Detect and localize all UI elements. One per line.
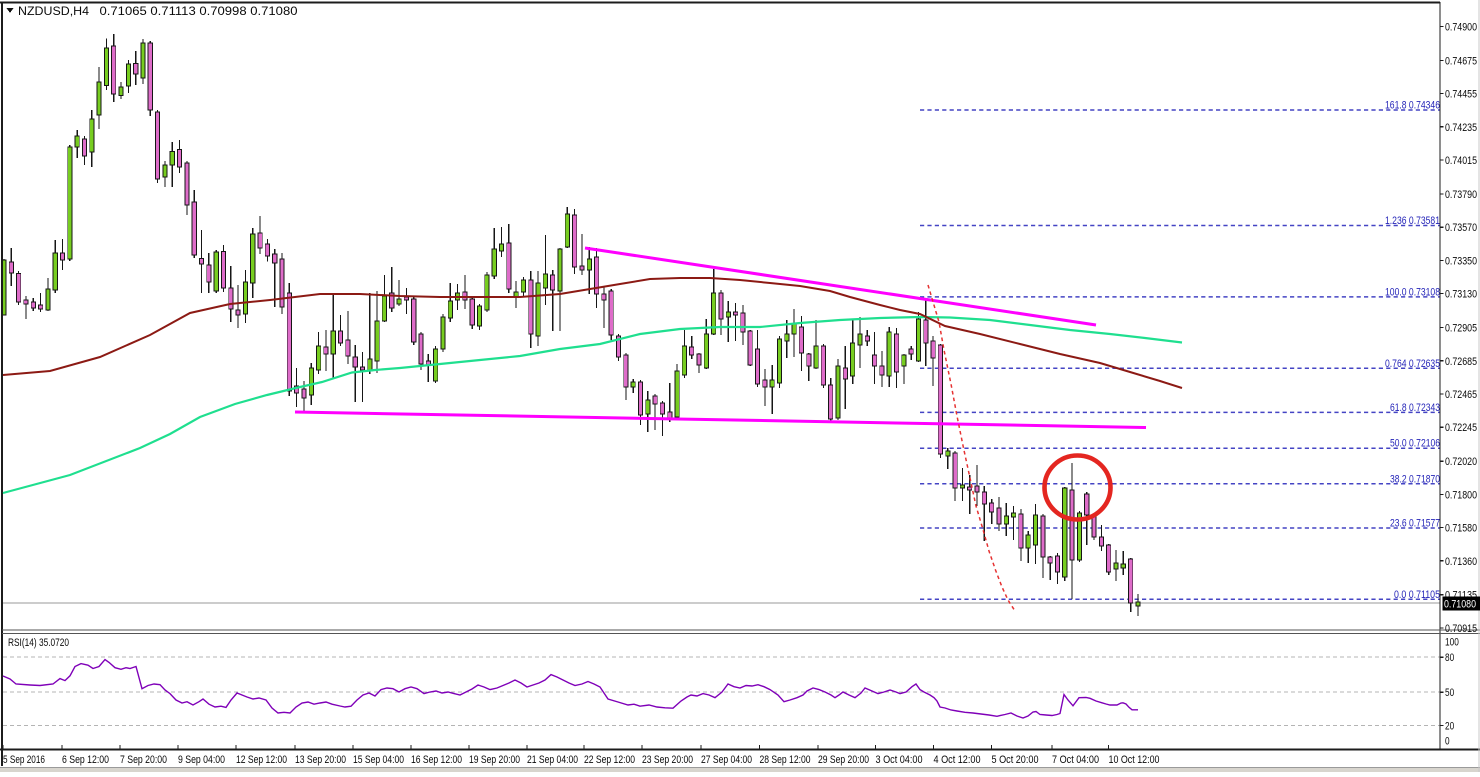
svg-text:0.72020: 0.72020 (1445, 456, 1477, 468)
svg-text:161.8 0.74346: 161.8 0.74346 (1385, 100, 1440, 112)
svg-text:0.72245: 0.72245 (1445, 422, 1477, 434)
svg-text:RSI(14) 35.0720: RSI(14) 35.0720 (8, 637, 69, 649)
svg-text:23 Sep 20:00: 23 Sep 20:00 (642, 754, 693, 766)
svg-text:0.73570: 0.73570 (1445, 222, 1477, 234)
svg-text:80: 80 (1445, 652, 1454, 664)
svg-text:0.71065 0.71113 0.70998 0.7108: 0.71065 0.71113 0.70998 0.71080 (100, 4, 298, 18)
svg-text:0.72685: 0.72685 (1445, 356, 1477, 368)
svg-text:NZDUSD,H4: NZDUSD,H4 (18, 4, 89, 18)
svg-text:15 Sep 04:00: 15 Sep 04:00 (353, 754, 404, 766)
svg-text:0.73130: 0.73130 (1445, 289, 1477, 301)
svg-text:13 Sep 20:00: 13 Sep 20:00 (295, 754, 346, 766)
svg-text:5 Sep 2016: 5 Sep 2016 (3, 754, 45, 766)
svg-text:7 Sep 20:00: 7 Sep 20:00 (120, 754, 167, 766)
svg-text:0.72465: 0.72465 (1445, 389, 1477, 401)
svg-text:50: 50 (1445, 687, 1454, 699)
svg-text:9 Sep 04:00: 9 Sep 04:00 (178, 754, 225, 766)
svg-text:0.72905: 0.72905 (1445, 323, 1477, 335)
svg-text:100.0 0.73108: 100.0 0.73108 (1385, 286, 1440, 298)
svg-text:16 Sep 12:00: 16 Sep 12:00 (411, 754, 462, 766)
svg-text:100: 100 (1445, 636, 1459, 648)
svg-text:0.71360: 0.71360 (1445, 556, 1477, 568)
svg-text:0.73350: 0.73350 (1445, 255, 1477, 267)
svg-text:27 Sep 04:00: 27 Sep 04:00 (701, 754, 752, 766)
svg-text:0: 0 (1445, 735, 1450, 747)
svg-text:0.74455: 0.74455 (1445, 89, 1477, 101)
svg-text:10 Oct 12:00: 10 Oct 12:00 (1109, 754, 1160, 766)
svg-text:3 Oct 04:00: 3 Oct 04:00 (876, 754, 923, 766)
svg-text:7 Oct 04:00: 7 Oct 04:00 (1052, 754, 1099, 766)
svg-text:1.236 0.73581: 1.236 0.73581 (1385, 215, 1440, 227)
svg-text:0.74015: 0.74015 (1445, 155, 1477, 167)
svg-text:29 Sep 20:00: 29 Sep 20:00 (818, 754, 869, 766)
svg-text:22 Sep 12:00: 22 Sep 12:00 (584, 754, 635, 766)
svg-text:12 Sep 12:00: 12 Sep 12:00 (236, 754, 287, 766)
svg-text:0.74675: 0.74675 (1445, 55, 1477, 67)
svg-text:38.2 0.71870: 38.2 0.71870 (1390, 473, 1440, 485)
svg-text:0.71580: 0.71580 (1445, 523, 1477, 535)
svg-text:0.74900: 0.74900 (1445, 21, 1477, 33)
svg-text:0.71800: 0.71800 (1445, 489, 1477, 501)
svg-text:4 Oct 12:00: 4 Oct 12:00 (934, 754, 981, 766)
svg-text:0.0 0.71105: 0.0 0.71105 (1394, 589, 1440, 601)
svg-text:50.0 0.72106: 50.0 0.72106 (1390, 438, 1440, 450)
svg-text:28 Sep 12:00: 28 Sep 12:00 (760, 754, 811, 766)
svg-text:0.73790: 0.73790 (1445, 189, 1477, 201)
svg-text:5 Oct 20:00: 5 Oct 20:00 (992, 754, 1039, 766)
svg-text:20: 20 (1445, 721, 1454, 733)
svg-text:0.71080: 0.71080 (1444, 599, 1476, 611)
svg-text:0.74235: 0.74235 (1445, 122, 1477, 134)
svg-text:6 Sep 12:00: 6 Sep 12:00 (62, 754, 109, 766)
svg-text:61.8 0.72343: 61.8 0.72343 (1390, 402, 1440, 414)
svg-text:0.764 0.72635: 0.764 0.72635 (1385, 358, 1440, 370)
svg-text:23.6 0.71577: 23.6 0.71577 (1390, 518, 1440, 530)
svg-text:0.70915: 0.70915 (1445, 623, 1477, 635)
svg-text:21 Sep 04:00: 21 Sep 04:00 (527, 754, 578, 766)
svg-text:19 Sep 20:00: 19 Sep 20:00 (469, 754, 520, 766)
